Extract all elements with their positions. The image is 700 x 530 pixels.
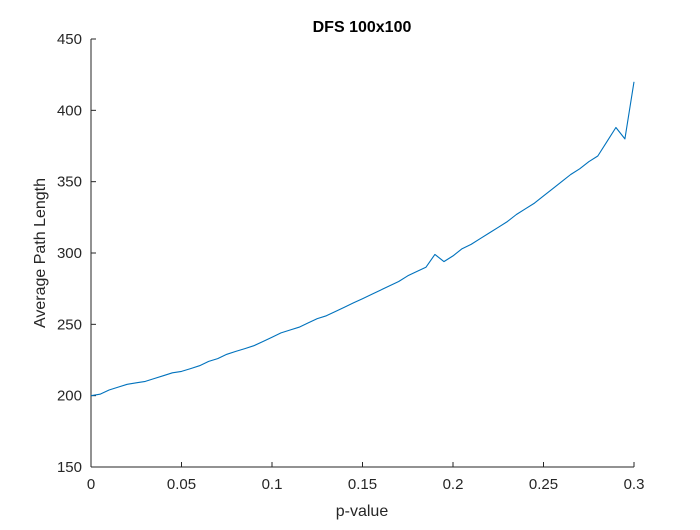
series-layer: [90, 81, 635, 397]
y-tick-label: 300: [57, 245, 82, 262]
y-axis-title: Average Path Length: [32, 178, 49, 328]
x-tick-label: 0.15: [348, 476, 377, 493]
x-tick-label: 0.25: [529, 476, 558, 493]
x-tick-label: 0.3: [624, 476, 645, 493]
series-line: [90, 81, 635, 397]
x-tick-label: 0.2: [443, 476, 464, 493]
chart-title: DFS 100x100: [313, 19, 412, 36]
y-tick-label: 400: [57, 102, 82, 119]
x-tick-label: 0.1: [262, 476, 283, 493]
y-tick-label: 150: [57, 459, 82, 476]
y-tick-label: 450: [57, 31, 82, 48]
plot-area: [91, 39, 634, 467]
y-tick-label: 200: [57, 388, 82, 405]
x-tick-label: 0: [87, 476, 95, 493]
x-tick-label: 0.05: [167, 476, 196, 493]
y-tick-label: 250: [57, 316, 82, 333]
x-axis-title: p-value: [336, 503, 389, 520]
y-tick-label: 350: [57, 174, 82, 191]
axes: 0 0.05 0.1 0.15 0.2 0.25 0.3 150 200 250 300 350 400…: [57, 31, 644, 493]
